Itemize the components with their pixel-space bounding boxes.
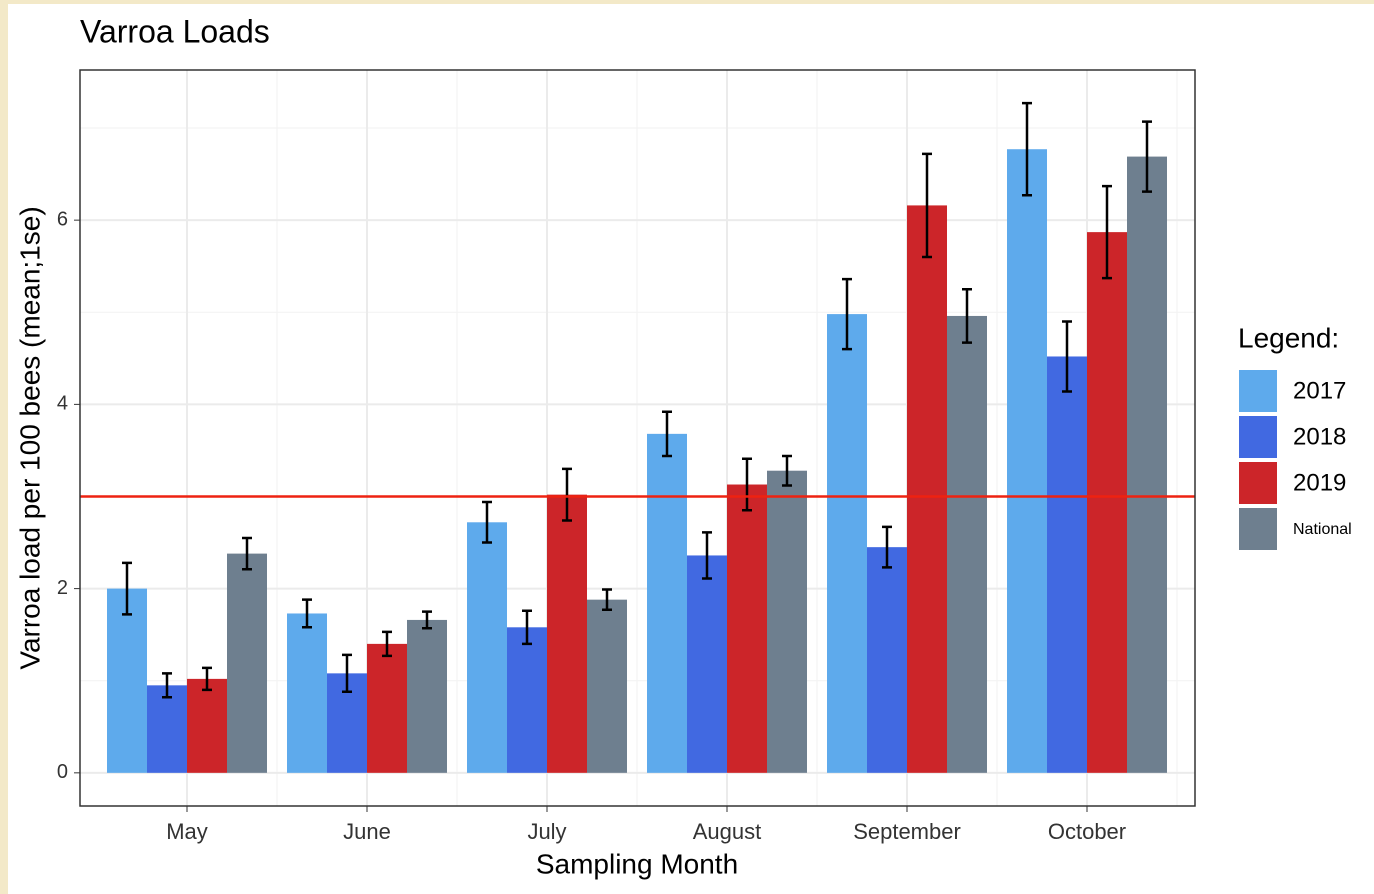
bar <box>647 433 687 773</box>
x-tick-label: July <box>527 819 566 844</box>
x-tick-label: June <box>343 819 391 844</box>
error-bar <box>562 467 572 522</box>
error-bar <box>782 454 792 487</box>
error-bar <box>602 588 612 612</box>
error-bar <box>422 610 432 630</box>
error-bar <box>882 525 892 569</box>
x-axis-label: Sampling Month <box>536 848 738 879</box>
bar <box>767 470 807 773</box>
bar <box>907 205 947 773</box>
x-tick-label: October <box>1048 819 1126 844</box>
y-axis-label: Varroa load per 100 bees (mean;1se) <box>14 206 45 669</box>
error-bar <box>1022 101 1032 197</box>
bar <box>827 314 867 773</box>
plot-border <box>79 69 1196 807</box>
legend-label: 2017 <box>1293 377 1346 404</box>
y-tick-label: 0 <box>57 761 68 783</box>
error-bar <box>842 277 852 351</box>
legend-swatch <box>1239 416 1277 458</box>
legend-label: 2018 <box>1293 423 1346 450</box>
bar <box>147 685 187 773</box>
bar <box>947 315 987 773</box>
bar <box>367 643 407 773</box>
error-bar <box>482 500 492 544</box>
x-tick-label: August <box>693 819 762 844</box>
error-bar <box>922 152 932 259</box>
error-bar <box>702 531 712 580</box>
bar <box>727 484 767 773</box>
error-bar <box>962 287 972 344</box>
bar <box>107 588 147 773</box>
error-bar <box>1142 120 1152 193</box>
error-bar <box>302 598 312 629</box>
error-bar <box>382 630 392 658</box>
bar <box>1127 156 1167 773</box>
legend-label: National <box>1293 521 1352 538</box>
x-tick-label: September <box>853 819 961 844</box>
error-bar <box>242 536 252 571</box>
legend-swatch <box>1239 462 1277 504</box>
x-tick-label: May <box>166 819 208 844</box>
y-tick-label: 6 <box>57 208 68 230</box>
bar <box>407 619 447 773</box>
bar <box>1007 149 1047 773</box>
error-bar <box>1062 320 1072 393</box>
error-bar <box>522 609 532 646</box>
bar <box>867 547 907 773</box>
bar <box>227 553 267 773</box>
error-bar <box>1102 184 1112 280</box>
legend-title: Legend: <box>1238 322 1339 353</box>
legend-swatch <box>1239 508 1277 550</box>
error-bar <box>162 672 172 699</box>
error-bar <box>342 653 352 694</box>
error-bar <box>662 410 672 458</box>
bar <box>1047 356 1087 773</box>
bar <box>1087 232 1127 773</box>
bar <box>287 613 327 773</box>
bar <box>547 494 587 773</box>
bar <box>187 678 227 773</box>
y-tick-label: 2 <box>57 577 68 599</box>
bar <box>467 522 507 773</box>
bar <box>507 627 547 773</box>
error-bar <box>202 666 212 692</box>
chart-title: Varroa Loads <box>80 13 270 49</box>
bar <box>587 599 627 773</box>
bar <box>687 555 727 773</box>
error-bar <box>122 561 132 616</box>
legend-label: 2019 <box>1293 469 1346 496</box>
y-tick-label: 4 <box>57 393 68 415</box>
error-bar <box>742 457 752 512</box>
legend-swatch <box>1239 370 1277 412</box>
